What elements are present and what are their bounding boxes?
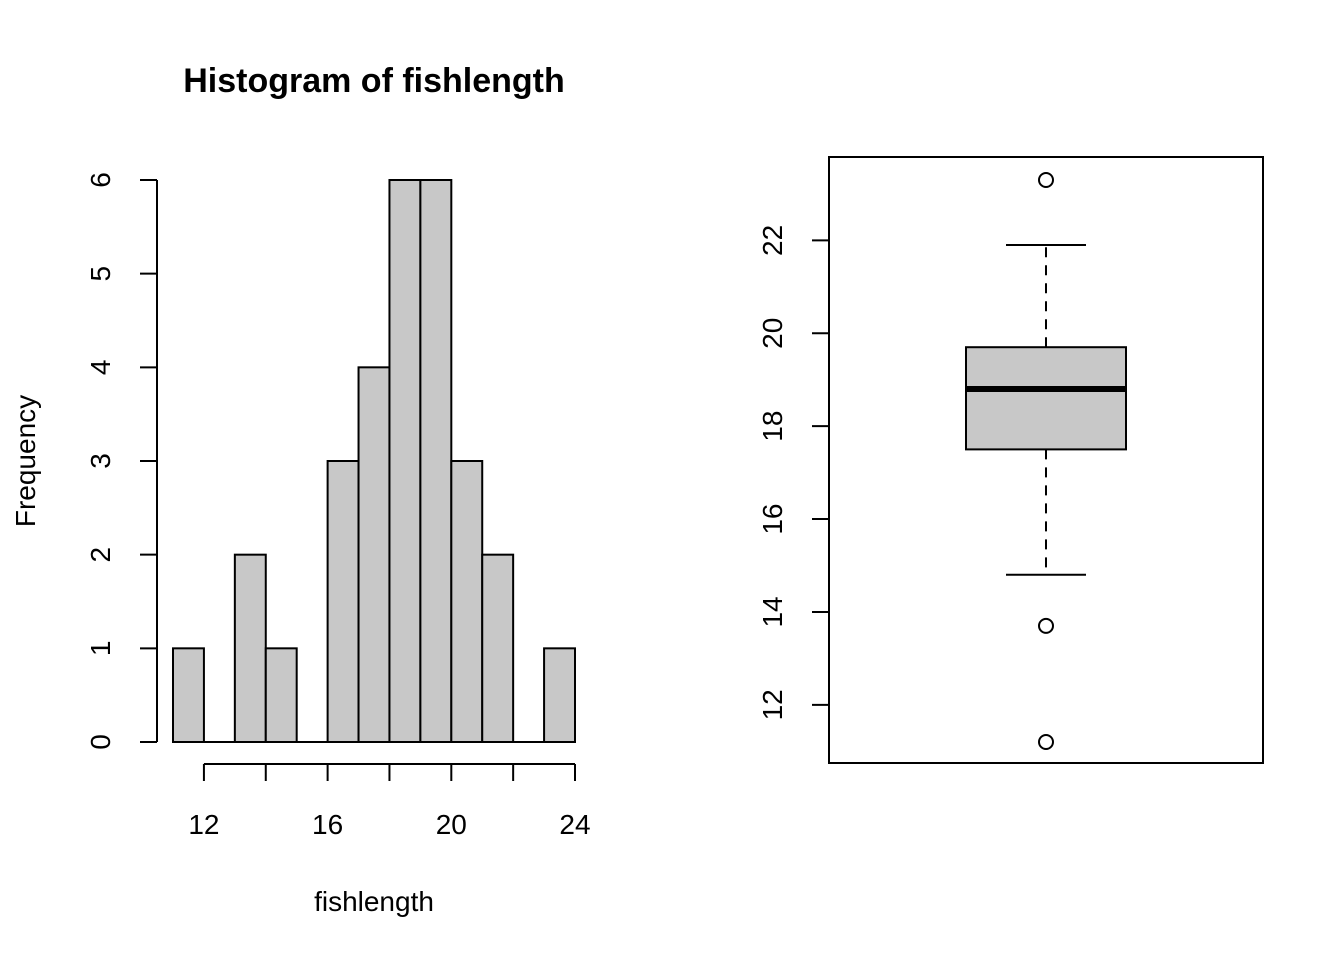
histogram-x-tick-label: 16 <box>312 809 343 840</box>
histogram-bar-7 <box>388 179 422 743</box>
boxplot-panel: 12 14 16 18 20 22 <box>757 156 1264 764</box>
histogram-y-tick-label: 3 <box>85 453 116 469</box>
histogram-bar-8 <box>419 179 453 743</box>
boxplot-y-tick-label: 22 <box>757 225 788 256</box>
boxplot-y-tick-label: 20 <box>757 318 788 349</box>
boxplot-y-tick-label: 18 <box>757 411 788 442</box>
histogram-bar-9 <box>450 460 484 743</box>
histogram-bar-0 <box>172 647 205 743</box>
histogram-bar-3 <box>264 647 298 743</box>
boxplot-outlier <box>1038 734 1054 750</box>
histogram-y-tick-label: 0 <box>85 734 116 750</box>
histogram-x-tick-label: 24 <box>559 809 590 840</box>
histogram-title: Histogram of fishlength <box>183 62 565 100</box>
boxplot-outlier <box>1038 617 1054 634</box>
histogram-x-axis-label: fishlength <box>314 886 434 917</box>
histogram-bar-6 <box>357 366 391 743</box>
boxplot-y-tick-label: 16 <box>757 503 788 534</box>
histogram-y-tick-label: 4 <box>85 360 116 376</box>
boxplot-outlier <box>1038 172 1054 188</box>
histogram-y-tick-label: 6 <box>85 172 116 188</box>
histogram-bar-10 <box>481 553 515 744</box>
histogram-bar-12 <box>543 647 576 743</box>
histogram-y-tick-label: 1 <box>85 641 116 657</box>
histogram-y-tick-label: 2 <box>85 547 116 563</box>
histogram-x-axis: 12 16 20 24 <box>188 763 591 840</box>
boxplot-y-tick-label: 12 <box>757 689 788 720</box>
histogram-x-tick-label: 12 <box>188 809 219 840</box>
boxplot-elements <box>965 172 1127 750</box>
histogram-y-axis-label: Frequency <box>10 395 41 527</box>
histogram-bar-5 <box>326 460 360 743</box>
boxplot-box <box>965 346 1127 451</box>
histogram-bar-2 <box>233 553 267 744</box>
histogram-bars <box>172 179 576 744</box>
histogram-y-tick-label: 5 <box>85 266 116 282</box>
boxplot-y-tick-label: 14 <box>757 596 788 627</box>
boxplot-y-axis: 12 14 16 18 20 22 <box>757 225 830 720</box>
histogram-x-tick-label: 20 <box>436 809 467 840</box>
histogram-y-axis: 0 1 2 3 4 5 6 <box>85 172 158 750</box>
